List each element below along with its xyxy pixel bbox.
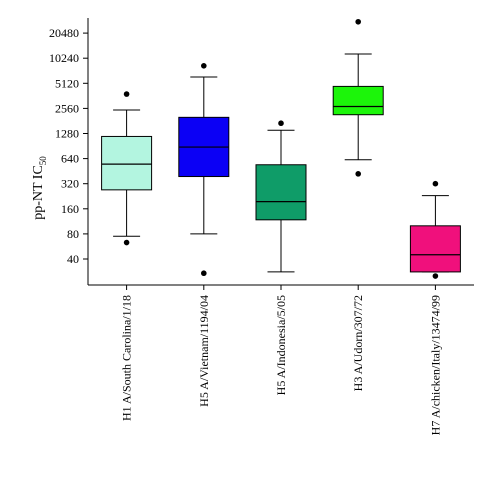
x-axis: H1 A/South Carolina/1/18 H5 A/Vietnam/119… (88, 284, 474, 435)
y-tick-label: 2560 (55, 101, 79, 115)
outlier-point (201, 270, 207, 277)
y-tick-label: 320 (61, 177, 79, 191)
y-tick-label: 640 (61, 152, 79, 166)
box-2 (178, 63, 230, 277)
iqr-box (409, 225, 461, 273)
y-tick-label: 20480 (49, 26, 79, 40)
x-category-label: H7 A/chicken/Italy/13474/99 (428, 295, 442, 435)
y-tick-label: 1280 (55, 127, 79, 141)
iqr-box (255, 164, 307, 221)
y-tick-label: 40 (67, 252, 79, 266)
box-3 (255, 120, 307, 273)
outlier-point (123, 91, 130, 97)
box-4 (332, 18, 384, 177)
outlier-point (432, 180, 439, 187)
x-category-label: H5 A/Vietnam/1194/04 (197, 295, 211, 407)
outlier-point (355, 171, 362, 177)
outlier-point (201, 63, 207, 69)
y-tick-label: 5120 (55, 76, 79, 90)
y-tick-label: 10240 (49, 51, 79, 65)
y-tick-label: 160 (61, 202, 79, 216)
y-axis: 40 80 160 320 640 1280 2560 5120 10240 20480 (49, 18, 89, 285)
y-axis-label-subscript: 50 (38, 156, 48, 166)
iqr-box (332, 85, 384, 116)
y-axis-label-main: pp-NT IC (31, 165, 46, 220)
x-category-label: H1 A/South Carolina/1/18 (120, 295, 134, 421)
iqr-box (101, 135, 153, 191)
box-series (101, 18, 461, 279)
y-axis-label: pp-NT IC50 (31, 156, 48, 220)
box-5 (409, 180, 461, 279)
outlier-point (355, 18, 362, 25)
x-category-label: H5 A/Indonesia/5/05 (274, 295, 288, 395)
x-category-label: H3 A/Udorn/307/72 (351, 295, 365, 391)
outlier-point (123, 239, 130, 246)
outlier-point (278, 120, 284, 127)
box-1 (101, 91, 153, 246)
y-tick-label: 80 (67, 227, 79, 241)
outlier-point (432, 273, 439, 279)
